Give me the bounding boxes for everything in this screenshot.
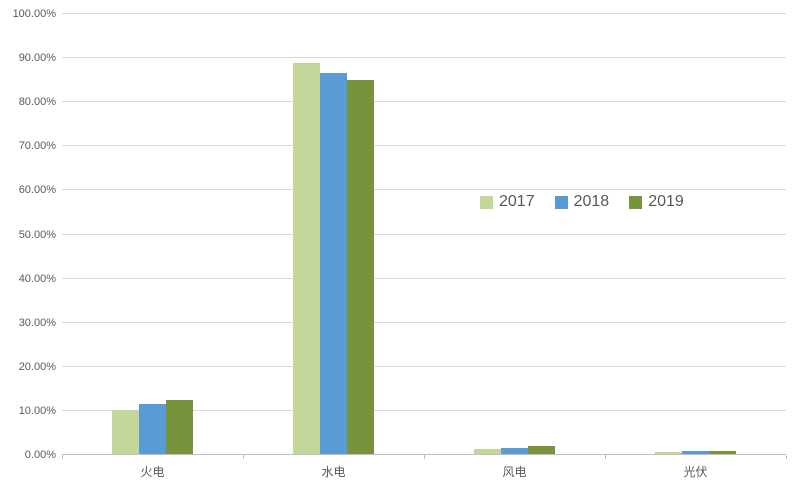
gridline: [62, 101, 786, 103]
legend-item-2018: 2018: [554, 193, 610, 211]
category-label: 光伏: [683, 465, 708, 479]
bar-2018: [320, 73, 347, 454]
y-axis-tick-label: 50.00%: [18, 228, 56, 241]
y-axis-tick-label: 0.00%: [24, 449, 56, 461]
gridline: [62, 13, 786, 14]
x-axis-line: [62, 454, 786, 455]
gridline: [62, 365, 786, 367]
bar-2019: [166, 400, 193, 454]
legend-item-2019: 2019: [629, 193, 684, 211]
y-axis-tick-label: 70.00%: [18, 140, 56, 153]
gridline: [62, 321, 786, 323]
bar-2017: [474, 449, 501, 454]
gridline: [62, 409, 786, 411]
category-label: 风电: [502, 465, 527, 479]
legend-swatch: [554, 195, 568, 209]
legend-item-2017: 2017: [480, 193, 535, 211]
x-axis-tick: [786, 455, 787, 459]
y-axis-tick-label: 100.00%: [12, 8, 56, 20]
gridline: [62, 277, 786, 279]
bar-2017: [293, 62, 320, 454]
bar-2018: [501, 447, 528, 454]
gridline: [62, 145, 786, 147]
bar-2019: [347, 79, 374, 454]
y-axis-tick-label: 90.00%: [18, 52, 56, 65]
y-axis-tick-label: 40.00%: [18, 272, 56, 285]
plot-area: [62, 13, 787, 459]
gridline: [62, 233, 786, 235]
bar-2017: [112, 410, 139, 454]
x-axis-tick: [605, 455, 606, 459]
bar-2017: [655, 452, 682, 454]
legend-label: 2017: [499, 193, 535, 210]
y-axis-tick-label: 60.00%: [18, 184, 56, 197]
bar-2018: [682, 451, 709, 454]
legend: 2017 2018 2019: [480, 193, 684, 211]
y-axis-tick-label: 30.00%: [18, 316, 56, 329]
gridline: [62, 189, 786, 191]
x-axis-tick: [424, 455, 425, 459]
bar-2018: [139, 403, 166, 454]
x-axis-tick: [62, 455, 63, 459]
legend-swatch: [480, 195, 493, 209]
bar-2019: [709, 450, 736, 454]
legend-label: 2018: [573, 193, 610, 210]
x-axis-tick: [243, 455, 244, 459]
y-axis-tick-label: 80.00%: [18, 96, 56, 109]
category-label: 火电: [140, 465, 165, 479]
gridline: [62, 57, 786, 59]
bar-2019: [528, 446, 555, 454]
y-axis-tick-label: 20.00%: [18, 360, 56, 373]
legend-label: 2019: [648, 193, 684, 210]
legend-swatch: [629, 195, 643, 209]
category-label: 水电: [321, 465, 346, 479]
y-axis-tick-label: 10.00%: [18, 404, 56, 417]
